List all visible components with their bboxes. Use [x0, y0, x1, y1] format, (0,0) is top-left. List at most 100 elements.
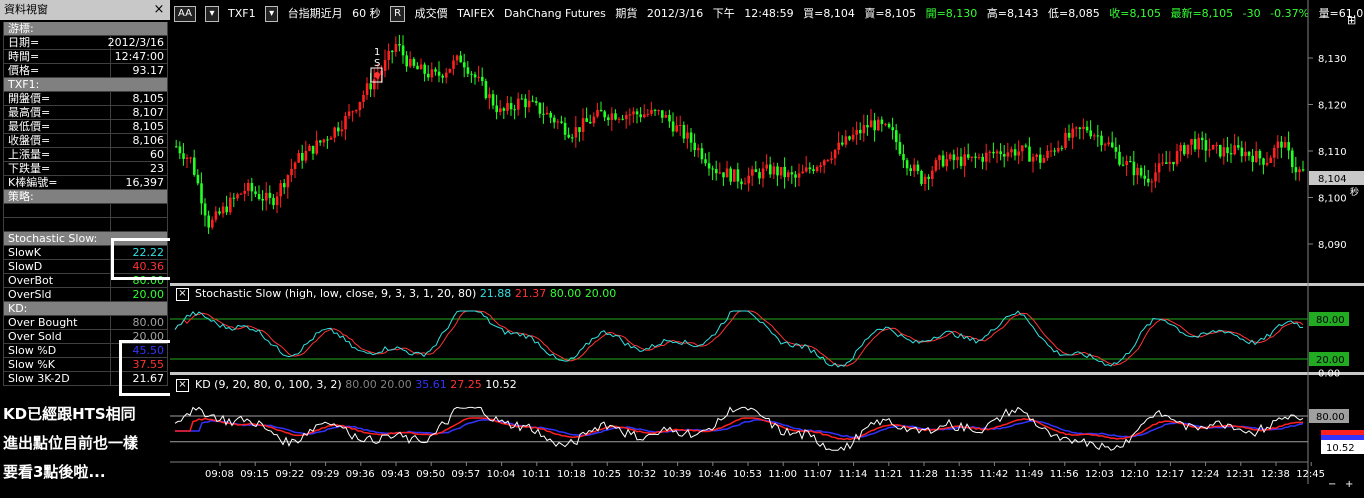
signal-marker-box	[370, 67, 383, 83]
close-price: 收=8,105	[1109, 7, 1161, 20]
close-stochastic-icon[interactable]: ×	[176, 287, 189, 301]
candle-body	[743, 183, 747, 185]
candle-body	[405, 55, 408, 67]
candle-body	[239, 193, 243, 195]
data-row: Slow 3K-2D 21.67	[3, 372, 168, 386]
candle-body	[585, 118, 588, 122]
candle-body	[365, 83, 369, 95]
time-axis-label: 09:36	[346, 469, 375, 480]
chart-area[interactable]: AA ▾ TXF1 ▾ 台指期近月 60 秒 R 成交價 TAIFEX DahC…	[170, 0, 1364, 498]
kd-title: × KD (9, 20, 80, 0, 100, 3, 2) 80.00 20.0…	[176, 378, 517, 392]
candle-body	[455, 55, 459, 61]
time-axis-label: 10:18	[557, 469, 586, 480]
aa-button[interactable]: AA	[174, 6, 196, 22]
candle-body	[301, 152, 304, 161]
candle-body	[923, 176, 927, 184]
kd-oversold-value: 20.00	[380, 378, 412, 391]
period-side-label: 秒	[1350, 186, 1359, 198]
candle-body	[578, 127, 581, 132]
candle-body	[815, 167, 819, 172]
candle-body	[707, 163, 711, 169]
candle-body	[257, 194, 261, 200]
zoom-out-icon[interactable]: −	[1328, 479, 1336, 490]
candle-body	[1291, 150, 1294, 168]
candle-body	[225, 206, 228, 213]
candle-body	[589, 121, 592, 124]
candle-body	[848, 136, 851, 140]
candle-body	[797, 173, 801, 178]
candle-body	[733, 169, 736, 182]
zoom-in-icon[interactable]: +	[1345, 479, 1353, 490]
period-menu-button[interactable]: ▾	[265, 6, 279, 22]
pane-divider[interactable]	[170, 372, 1364, 375]
close-kd-icon[interactable]: ×	[176, 378, 189, 392]
candle-body	[787, 172, 790, 178]
candle-body	[430, 69, 434, 78]
candle-body	[754, 169, 758, 173]
candle-body	[401, 45, 405, 56]
kd-d-value: 35.61	[415, 378, 447, 391]
candle-body	[1287, 142, 1290, 151]
close-icon[interactable]: ×	[153, 2, 165, 17]
data-row-separator	[110, 344, 111, 357]
candle-body	[203, 203, 207, 216]
caption-line: 要看3點後啦...	[3, 463, 106, 481]
candle-body	[718, 172, 722, 174]
candle-body	[509, 103, 513, 110]
candle-body	[549, 112, 552, 118]
candle-body	[229, 197, 232, 213]
data-row-separator	[110, 50, 111, 63]
candle-body	[668, 114, 671, 122]
symbol-menu-button[interactable]: ▾	[205, 6, 219, 22]
stochastic-k-value: 21.88	[479, 287, 512, 300]
data-row-label: K棒編號=	[8, 176, 58, 189]
candle-body	[1024, 145, 1028, 147]
candle-body	[1157, 163, 1161, 173]
candle-body	[1075, 127, 1078, 129]
candle-body	[394, 43, 398, 53]
data-row-label: Slow %D	[8, 344, 57, 357]
candle-body	[844, 136, 848, 145]
candle-body	[891, 127, 894, 131]
candle-body	[481, 76, 484, 82]
candle-body	[931, 170, 934, 179]
data-row: Over Sold 20.00	[3, 330, 168, 344]
pane-divider[interactable]	[170, 283, 1364, 286]
candle-body	[1028, 146, 1031, 162]
candle-body	[765, 164, 768, 169]
candle-body	[725, 168, 729, 178]
candle-body	[391, 50, 394, 53]
time-axis-label: 12:38	[1261, 469, 1290, 480]
candle-body	[207, 215, 210, 228]
candle-body	[261, 199, 264, 201]
scrollbar-track[interactable]	[170, 484, 1364, 498]
data-row-separator	[110, 176, 111, 189]
candle-body	[1003, 154, 1006, 157]
candle-body	[200, 183, 203, 204]
candle-body	[913, 164, 916, 172]
candle-body	[661, 110, 664, 118]
candle-body	[373, 79, 376, 90]
candle-body	[416, 65, 419, 70]
data-row: 收盤價= 8,106	[3, 134, 168, 148]
candle-body	[581, 118, 585, 132]
candle-body	[214, 211, 218, 220]
candle-body	[970, 156, 974, 158]
settings-icon[interactable]: ⊞	[1347, 14, 1356, 27]
candle-body	[1226, 147, 1229, 154]
data-row: 上漲量= 60	[3, 148, 168, 162]
candle-body	[779, 166, 783, 176]
candle-body	[949, 154, 952, 160]
data-row: KD:	[3, 302, 168, 316]
candle-body	[409, 58, 412, 67]
candle-body	[1100, 135, 1103, 146]
data-window-title-bar: 資料視窗 ×	[0, 0, 170, 20]
price-change-pct: -0.37%	[1270, 7, 1310, 20]
candle-body	[1064, 132, 1067, 148]
candle-body	[963, 154, 966, 166]
candle-body	[938, 155, 941, 161]
candle-body	[1071, 128, 1074, 138]
candle-body	[427, 73, 430, 78]
r-button[interactable]: R	[390, 6, 406, 22]
time-axis-label: 09:22	[275, 469, 304, 480]
